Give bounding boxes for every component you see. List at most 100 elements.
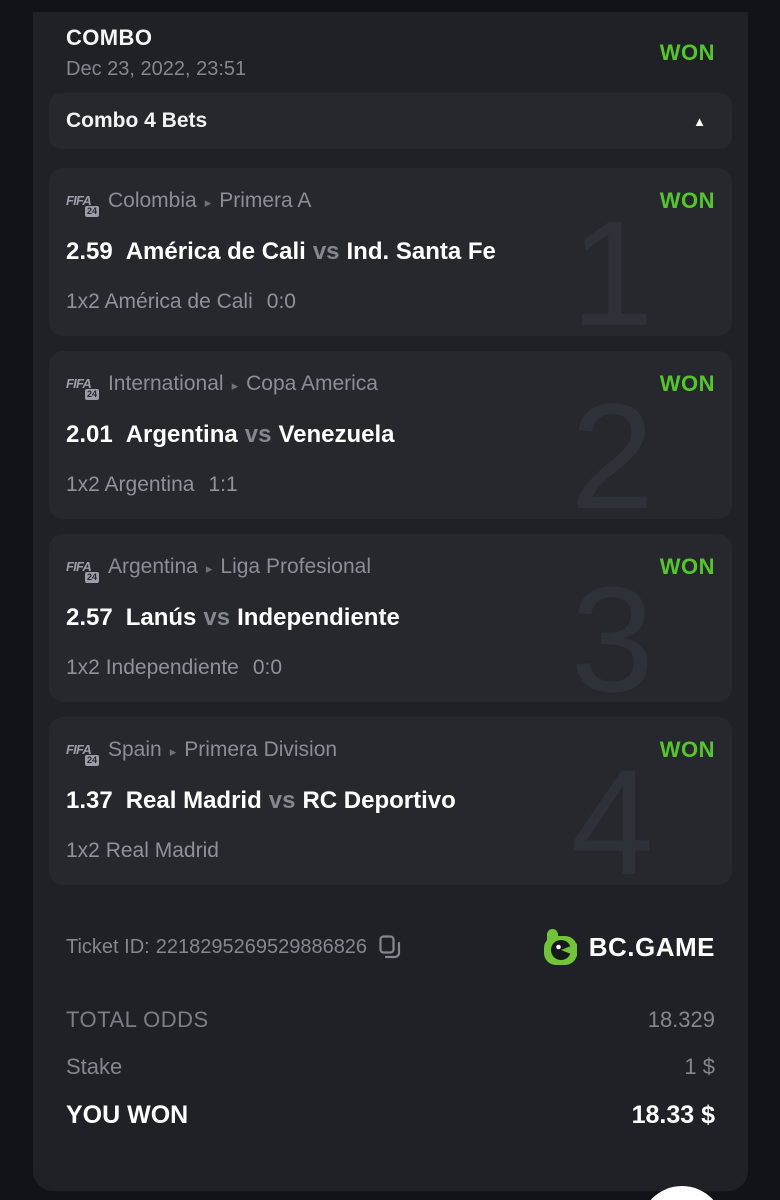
league-name: Liga Profesional <box>220 555 372 578</box>
total-odds-row: TOTAL ODDS 18.329 <box>66 1007 715 1033</box>
league-row: FIFA 24 International ▸ Copa America WON <box>66 371 715 400</box>
league-row: FIFA 24 Spain ▸ Primera Division WON <box>66 737 715 766</box>
ticket-header: COMBO Dec 23, 2022, 23:51 WON <box>49 12 732 93</box>
breadcrumb-arrow-icon: ▸ <box>205 561 213 576</box>
ticket-status-badge: WON <box>659 40 715 65</box>
league-breadcrumb: Argentina ▸ Liga Profesional <box>108 555 660 579</box>
league-row: FIFA 24 Argentina ▸ Liga Profesional WON <box>66 554 715 583</box>
fifa-icon-badge: 24 <box>84 389 99 400</box>
pick-team: Independiente <box>105 656 239 679</box>
total-odds-label: TOTAL ODDS <box>66 1007 209 1032</box>
pick-line: 1x2 Real Madrid <box>66 839 715 863</box>
stake-row: Stake 1 $ <box>66 1054 715 1080</box>
you-won-value: 18.33 $ <box>631 1101 715 1129</box>
home-team: América de Cali <box>125 238 306 265</box>
home-team: Lanús <box>125 604 197 631</box>
market-label: 1x2 <box>66 473 100 496</box>
total-odds-value: 18.329 <box>647 1007 715 1032</box>
bet-status-badge: WON <box>659 737 715 762</box>
match-line: 2.57 Lanús vs Independiente <box>66 604 715 632</box>
bet-date: Dec 23, 2022, 23:51 <box>66 58 247 80</box>
league-breadcrumb: Spain ▸ Primera Division <box>108 738 660 762</box>
fifa-icon-text: FIFA <box>66 559 92 574</box>
pick-line: 1x2 Independiente 0:0 <box>66 656 715 680</box>
summary-section: TOTAL ODDS 18.329 Stake 1 $ YOU WON 18.3… <box>66 1007 715 1130</box>
you-won-label: YOU WON <box>66 1101 189 1129</box>
bet-card: 3 FIFA 24 Argentina ▸ Liga Profesional WON … <box>49 534 732 702</box>
bet-number-watermark: 2 <box>570 372 654 519</box>
away-team: RC Deportivo <box>302 787 456 814</box>
fifa-icon-text: FIFA <box>66 193 92 208</box>
breadcrumb-arrow-icon: ▸ <box>231 378 239 393</box>
ticket-id-row: Ticket ID: 2218295269529886826 BC.GAME <box>66 927 715 967</box>
market-label: 1x2 <box>66 656 100 679</box>
pick-team: América de Cali <box>104 290 253 313</box>
bcgame-logo-icon <box>543 929 577 965</box>
fifa-icon-text: FIFA <box>66 742 92 757</box>
league-breadcrumb: International ▸ Copa America <box>108 372 660 396</box>
fifa24-icon: FIFA 24 <box>66 192 99 217</box>
bet-odds: 1.37 <box>66 787 113 814</box>
bet-odds: 2.59 <box>66 238 113 265</box>
fifa24-icon: FIFA 24 <box>66 741 99 766</box>
away-team: Venezuela <box>278 421 395 448</box>
bet-card: 4 FIFA 24 Spain ▸ Primera Division WON 1.37… <box>49 717 732 885</box>
away-team: Independiente <box>237 604 400 631</box>
combo-bets-toggle[interactable]: Combo 4 Bets ▲ <box>49 93 732 149</box>
copy-ticket-id-button[interactable] <box>379 935 401 959</box>
home-team: Argentina <box>125 421 238 448</box>
bet-status-badge: WON <box>659 371 715 396</box>
ticket-header-left: COMBO Dec 23, 2022, 23:51 <box>66 25 246 81</box>
bet-status-badge: WON <box>659 554 715 579</box>
league-name: Primera A <box>219 189 312 212</box>
brand-lockup: BC.GAME <box>540 927 715 967</box>
match-score: 1:1 <box>208 473 238 496</box>
vs-label: vs <box>244 421 272 448</box>
market-label: 1x2 <box>66 290 100 313</box>
league-name: Copa America <box>246 372 378 395</box>
pick-line: 1x2 Argentina 1:1 <box>66 473 715 497</box>
match-score: 0:0 <box>252 656 283 679</box>
bet-type-title: COMBO <box>66 25 153 50</box>
fifa-icon-badge: 24 <box>84 206 99 217</box>
league-region: International <box>107 372 224 395</box>
vs-label: vs <box>312 238 340 265</box>
ticket-id-value: 2218295269529886826 <box>155 935 368 958</box>
match-score: 0:0 <box>266 290 296 313</box>
vs-label: vs <box>203 604 231 631</box>
bet-card: 2 FIFA 24 International ▸ Copa America WON … <box>49 351 732 519</box>
brand-name: BC.GAME <box>588 931 715 962</box>
combo-bets-label: Combo 4 Bets <box>66 109 208 132</box>
match-line: 1.37 Real Madrid vs RC Deportivo <box>66 787 715 815</box>
breadcrumb-arrow-icon: ▸ <box>204 195 212 210</box>
market-label: 1x2 <box>66 839 100 862</box>
fifa-icon-badge: 24 <box>84 572 99 583</box>
bet-odds: 2.57 <box>66 604 113 631</box>
bet-number-watermark: 1 <box>570 189 654 336</box>
home-team: Real Madrid <box>125 787 262 814</box>
breadcrumb-arrow-icon: ▸ <box>169 744 177 759</box>
stake-value: 1 $ <box>684 1054 715 1079</box>
collapse-arrow-icon[interactable]: ▲ <box>693 113 706 129</box>
league-breadcrumb: Colombia ▸ Primera A <box>108 189 660 213</box>
league-name: Primera Division <box>184 738 338 761</box>
stake-label: Stake <box>66 1054 123 1079</box>
fifa24-icon: FIFA 24 <box>66 375 99 400</box>
bet-odds: 2.01 <box>66 421 113 448</box>
bet-status-badge: WON <box>659 188 715 213</box>
copy-icon <box>379 935 401 959</box>
league-row: FIFA 24 Colombia ▸ Primera A WON <box>66 188 715 217</box>
pick-team: Real Madrid <box>105 839 219 862</box>
fifa-icon-badge: 24 <box>84 755 99 766</box>
match-line: 2.59 América de Cali vs Ind. Santa Fe <box>66 238 715 266</box>
league-region: Spain <box>107 738 162 761</box>
vs-label: vs <box>268 787 296 814</box>
you-won-row: YOU WON 18.33 $ <box>66 1101 715 1130</box>
away-team: Ind. Santa Fe <box>346 238 496 265</box>
fifa-icon-text: FIFA <box>66 376 92 391</box>
league-region: Colombia <box>107 189 197 212</box>
pick-team: Argentina <box>104 473 195 496</box>
bet-number-watermark: 4 <box>570 738 654 885</box>
bet-card: 1 FIFA 24 Colombia ▸ Primera A WON 2.59 Amér… <box>49 168 732 336</box>
ticket-id-label: Ticket ID: <box>66 935 150 958</box>
